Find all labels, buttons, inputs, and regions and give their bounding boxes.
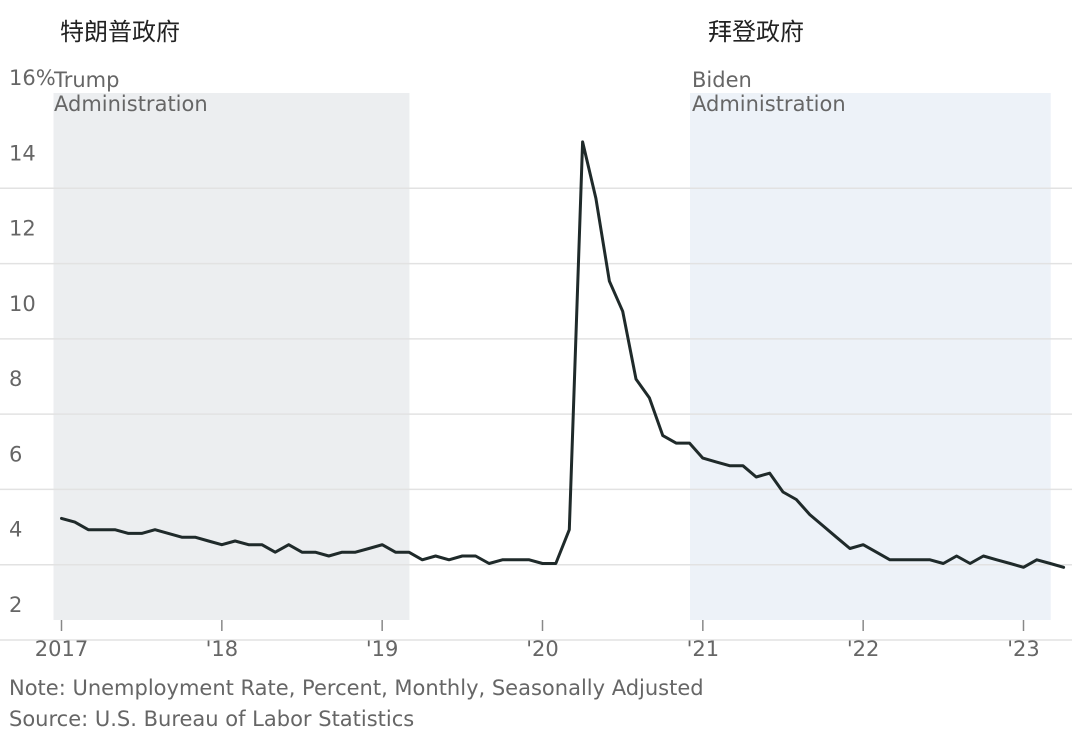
y-tick-label-12: 12 (9, 217, 36, 241)
trump-administration-label-line-1: Trump (53, 68, 119, 92)
x-tick-label-2021: '21 (687, 637, 720, 661)
y-tick-label-2: 2 (9, 593, 22, 617)
biden-administration-band (690, 93, 1051, 620)
y-tick-label-4: 4 (9, 518, 22, 542)
y-tick-label-16: 16% (9, 66, 56, 90)
trump-administration-band (53, 93, 410, 620)
chart-source: Source: U.S. Bureau of Labor Statistics (9, 707, 415, 731)
y-tick-label-10: 10 (9, 292, 36, 316)
chart-note: Note: Unemployment Rate, Percent, Monthl… (9, 676, 704, 700)
x-tick-label-2023: '23 (1007, 637, 1040, 661)
unemployment-chart: 2 4 6 8 10 12 14 16% 2017 '18 '19 '20 '21 '22 '23 Trump… (0, 66, 1072, 661)
trump-chinese-label: 特朗普政府 (60, 18, 180, 46)
y-tick-label-14: 14 (9, 141, 36, 165)
x-tick-label-2019: '19 (366, 637, 399, 661)
biden-administration-label-line-1: Biden (692, 68, 752, 92)
biden-chinese-label: 拜登政府 (708, 18, 804, 46)
y-tick-label-6: 6 (9, 442, 22, 466)
y-tick-label-8: 8 (9, 367, 22, 391)
x-tick-label-2017: 2017 (35, 637, 88, 661)
trump-administration-label-line-2: Administration (54, 92, 208, 116)
x-tick-label-2020: '20 (526, 637, 559, 661)
unemployment-rate-line (60, 140, 1066, 569)
x-tick-label-2022: '22 (847, 637, 880, 661)
biden-administration-label-line-2: Administration (692, 92, 846, 116)
x-tick-label-2018: '18 (206, 637, 239, 661)
